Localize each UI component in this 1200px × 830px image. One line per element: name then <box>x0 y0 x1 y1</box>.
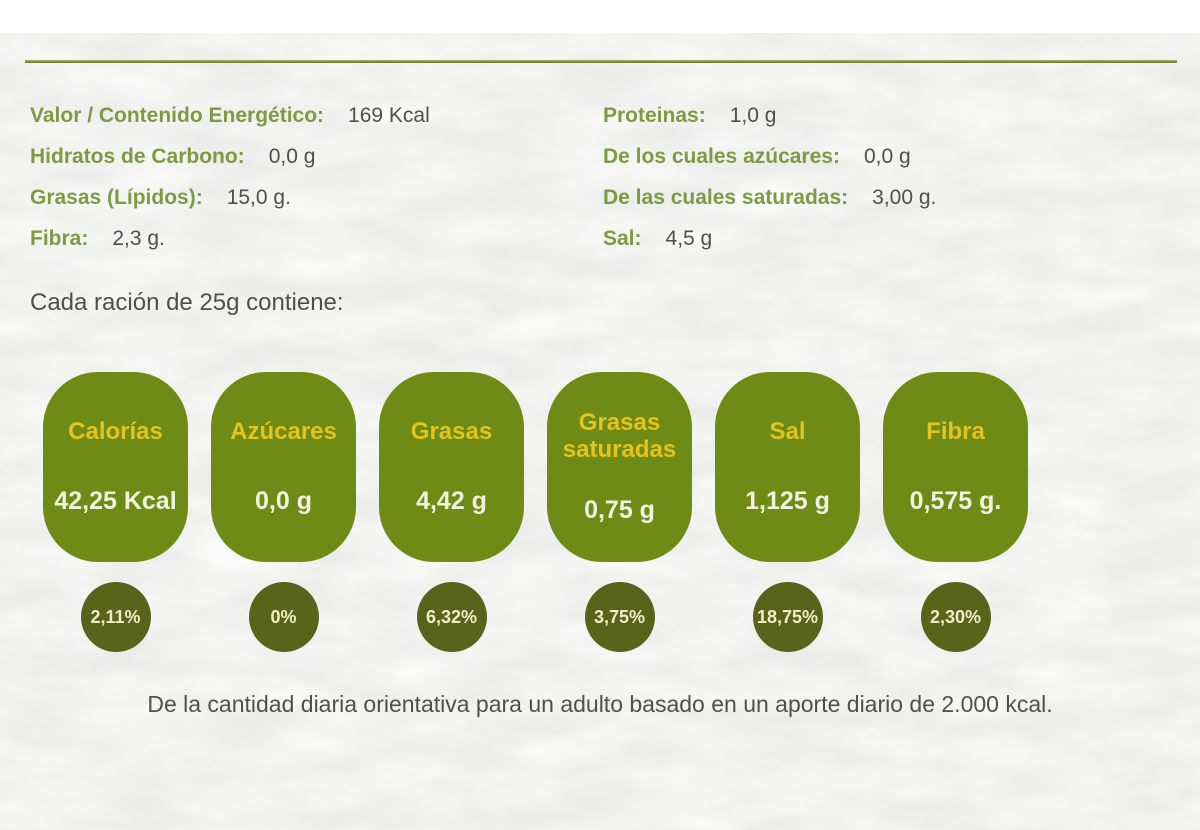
nutrition-value: 0,0 g <box>863 145 911 168</box>
nutrition-row-grasas: Grasas (Lípidos): 15,0 g. <box>30 177 430 218</box>
nutrition-value: 169 Kcal <box>348 104 430 127</box>
badge-value: 1,125 g <box>745 487 830 516</box>
nutrition-row-saturadas: De las cuales saturadas: 3,00 g. <box>603 177 936 218</box>
badge-title: Fibra <box>926 417 985 445</box>
percent-value: 2,11% <box>90 606 141 627</box>
badge-value: 0,575 g. <box>909 487 1002 516</box>
top-divider-line <box>25 60 1177 63</box>
nutrition-row-energia: Valor / Contenido Energético: 169 Kcal <box>30 95 430 136</box>
paper-background: Valor / Contenido Energético: 169 Kcal Hi… <box>0 33 1200 830</box>
badge-azucares: Azúcares 0,0 g <box>211 372 356 562</box>
nutrition-row-azucares: De los cuales azúcares: 0,0 g <box>603 136 936 177</box>
nutrition-value: 0,0 g <box>268 145 316 168</box>
nutrition-label: Sal: <box>603 227 642 250</box>
badge-calorias: Calorías 42,25 Kcal <box>43 372 188 562</box>
nutrition-label: Hidratos de Carbono: <box>30 145 245 168</box>
badge-title: Azúcares <box>230 417 337 445</box>
badge-title: Sal <box>769 417 806 445</box>
percent-value: 0% <box>270 606 297 627</box>
badge-value: 4,42 g <box>416 487 487 516</box>
percent-circle-sal: 18,75% <box>752 582 823 652</box>
badge-grasas: Grasas 4,42 g <box>379 372 524 562</box>
daily-value-badge-row: Calorías 42,25 Kcal Azúcares 0,0 g Grasa… <box>43 372 1028 562</box>
nutrition-value: 2,3 g. <box>112 227 165 250</box>
percent-value: 2,30% <box>929 606 982 627</box>
nutrition-value: 15,0 g. <box>226 186 291 209</box>
nutrition-row-sal: Sal: 4,5 g <box>603 218 936 259</box>
nutrition-value: 1,0 g <box>729 104 777 127</box>
badge-value: 42,25 Kcal <box>54 487 177 516</box>
nutrition-row-carbohidratos: Hidratos de Carbono: 0,0 g <box>30 136 430 177</box>
percent-circle-azucares: 0% <box>248 582 319 652</box>
percent-circle-grasas: 6,32% <box>416 582 487 652</box>
badge-title: Grasas <box>410 417 493 445</box>
percent-circle-fibra: 2,30% <box>920 582 991 652</box>
nutrition-row-fibra: Fibra: 2,3 g. <box>30 218 430 259</box>
daily-intake-footnote: De la cantidad diaria orientativa para u… <box>147 691 1053 717</box>
nutrition-summary-right-column: Proteinas: 1,0 g De los cuales azúcares: 0… <box>603 95 936 259</box>
badge-fibra: Fibra 0,575 g. <box>883 372 1028 562</box>
percent-circle-grasas-saturadas: 3,75% <box>584 582 655 652</box>
nutrition-value: 4,5 g <box>665 227 713 250</box>
nutrition-label: Grasas (Lípidos): <box>30 186 203 209</box>
badge-title: Calorías <box>68 417 163 445</box>
nutrition-row-proteinas: Proteinas: 1,0 g <box>603 95 936 136</box>
badge-grasas-saturadas: Grasas saturadas 0,75 g <box>547 372 692 562</box>
percent-circle-calorias: 2,11% <box>80 582 151 652</box>
nutrition-value: 3,00 g. <box>872 186 937 209</box>
nutrition-label: De los cuales azúcares: <box>603 145 840 168</box>
percent-value: 18,75% <box>756 606 819 627</box>
percent-value: 3,75% <box>593 606 646 627</box>
nutrition-summary-left-column: Valor / Contenido Energético: 169 Kcal Hi… <box>30 95 430 259</box>
badge-value: 0,75 g <box>584 496 655 525</box>
serving-heading: Cada ración de 25g contiene: <box>30 289 344 316</box>
badge-title: Grasas saturadas <box>562 408 677 464</box>
badge-value: 0,0 g <box>255 487 312 516</box>
badge-sal: Sal 1,125 g <box>715 372 860 562</box>
daily-percent-row: 2,11% 0% 6,32% 3,75% 18,75% 2,30% <box>43 582 1028 652</box>
nutrition-label: Fibra: <box>30 227 89 250</box>
nutrition-label: Proteinas: <box>603 104 706 127</box>
nutrition-label: De las cuales saturadas: <box>603 186 849 209</box>
percent-value: 6,32% <box>425 606 478 627</box>
nutrition-label: Valor / Contenido Energético: <box>30 104 325 127</box>
